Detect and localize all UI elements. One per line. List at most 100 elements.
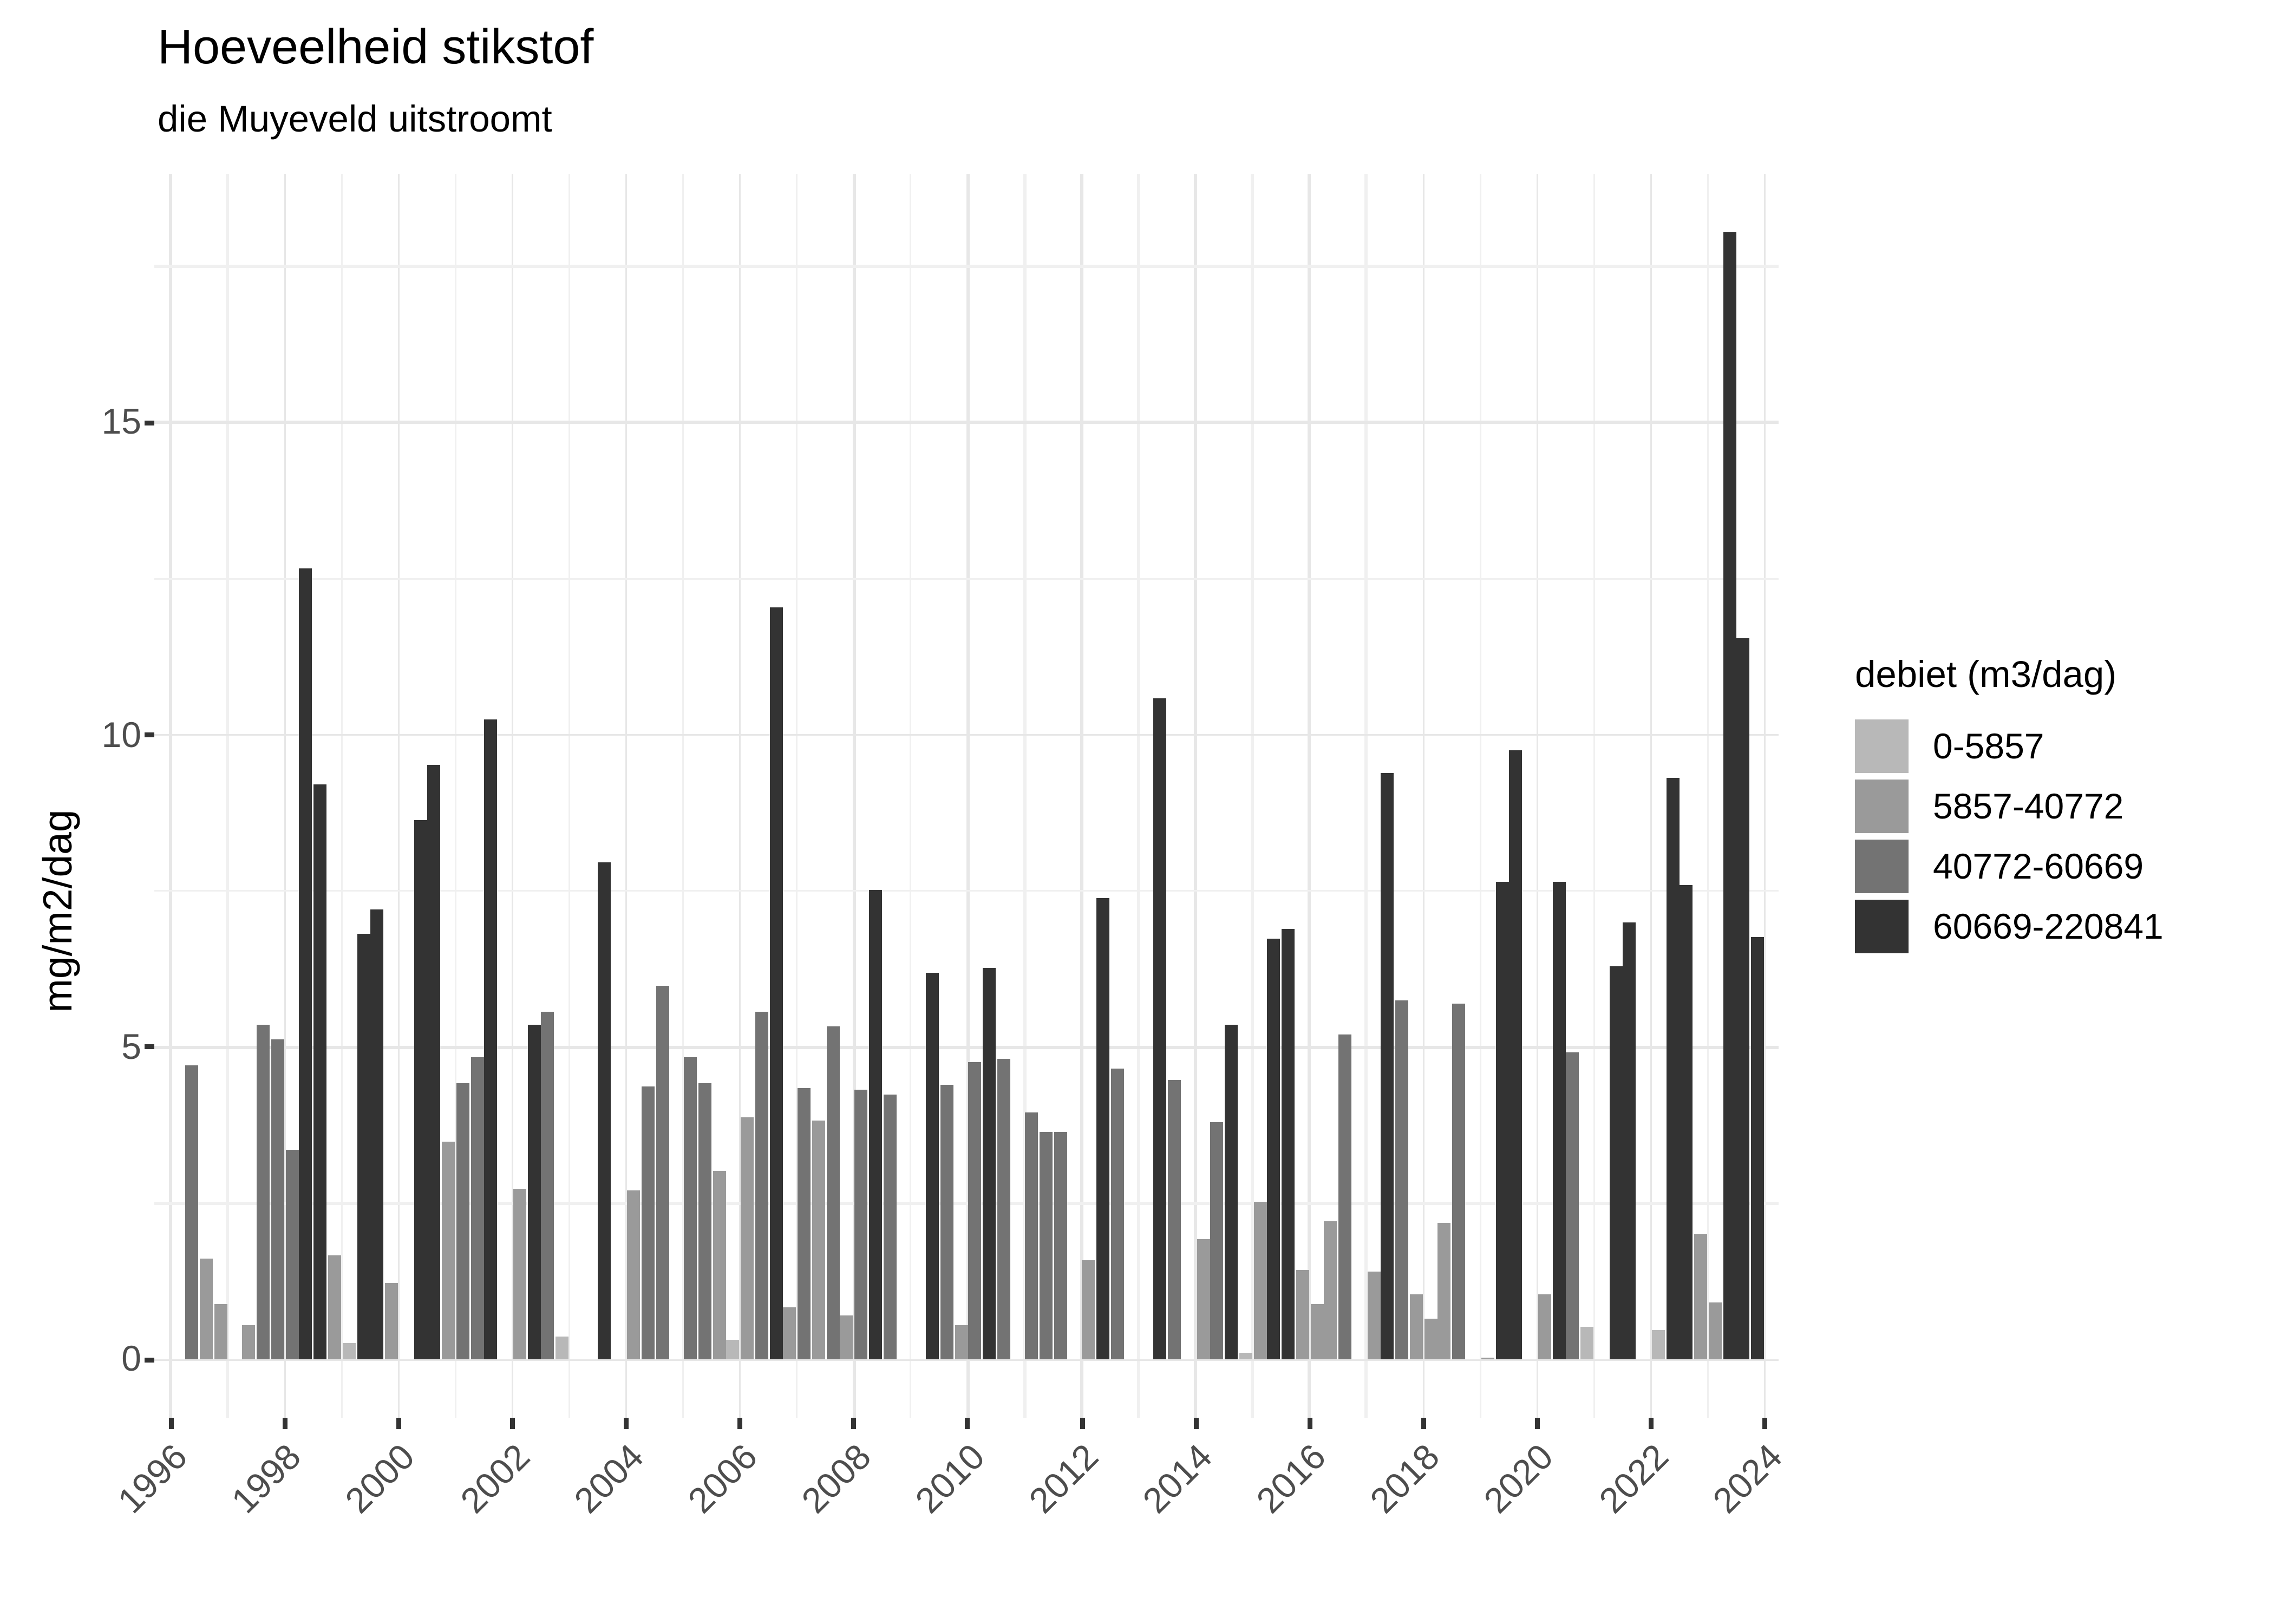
bar-2002-Q3 — [541, 1011, 555, 1360]
bar-1998-Q1 — [285, 1150, 299, 1360]
legend-title: debiet (m3/dag) — [1855, 653, 2117, 695]
bar-2020-Q1 — [1538, 1294, 1551, 1360]
gridline-x-minor — [568, 174, 571, 1418]
bar-2008-Q3 — [883, 1095, 897, 1360]
x-tick-2016 — [1307, 1418, 1312, 1429]
bar-1997-Q2 — [243, 1325, 256, 1360]
bar-2009-Q4 — [954, 1325, 968, 1360]
x-tick-2020 — [1534, 1418, 1540, 1429]
gridline-y-minor — [154, 1202, 1779, 1205]
x-tick-2006 — [737, 1418, 743, 1429]
gridline-x-minor — [910, 174, 912, 1418]
gridline-x-major — [739, 174, 742, 1418]
bar-1997-Q4 — [271, 1038, 284, 1360]
bar-2019-Q2 — [1495, 882, 1508, 1360]
bar-2023-Q3 — [1737, 638, 1750, 1360]
legend-items: 0-5857 5857-40772 40772-60669 60669-220841 — [1855, 719, 2164, 953]
bar-2010-Q2 — [983, 967, 996, 1360]
bar-2000-Q3 — [427, 765, 441, 1360]
bar-2010-Q1 — [968, 1062, 982, 1360]
bar-2007-Q1 — [798, 1088, 811, 1360]
y-tick-0 — [143, 1357, 154, 1363]
legend-label: 40772-60669 — [1933, 845, 2144, 886]
bar-2012-Q1 — [1082, 1260, 1096, 1360]
legend-label: 0-5857 — [1933, 725, 2044, 766]
bar-2007-Q2 — [812, 1120, 825, 1360]
bar-2012-Q2 — [1096, 898, 1110, 1360]
bar-2014-Q3 — [1225, 1025, 1238, 1360]
bar-1996-Q4 — [214, 1305, 227, 1360]
x-tick-label-2006: 2006 — [679, 1436, 764, 1521]
legend-swatch-icon — [1855, 840, 1909, 893]
legend-item: 60669-220841 — [1855, 900, 2164, 953]
bar-1998-Q2 — [299, 568, 313, 1360]
x-tick-label-2012: 2012 — [1021, 1436, 1106, 1521]
y-tick-15 — [143, 420, 154, 425]
x-tick-2008 — [851, 1418, 857, 1429]
bar-2018-Q2 — [1438, 1222, 1452, 1360]
bar-2016-Q3 — [1338, 1034, 1352, 1360]
gridline-x-minor — [1137, 174, 1140, 1418]
gridline-x-minor — [682, 174, 684, 1418]
y-tick-10 — [143, 732, 154, 738]
gridline-x-major — [1650, 174, 1652, 1418]
bar-1996-Q3 — [200, 1259, 213, 1360]
bar-2013-Q3 — [1167, 1079, 1181, 1360]
bar-2002-Q2 — [527, 1025, 540, 1360]
gridline-y-minor — [154, 578, 1779, 580]
bar-1998-Q3 — [313, 783, 327, 1360]
gridline-y-minor — [154, 890, 1779, 893]
bar-1999-Q2 — [356, 933, 370, 1360]
x-tick-label-1996: 1996 — [110, 1436, 195, 1521]
legend-item: 5857-40772 — [1855, 780, 2164, 833]
gridline-x-minor — [454, 174, 457, 1418]
x-tick-2002 — [510, 1418, 515, 1429]
gridline-y-major — [154, 421, 1779, 424]
gridline-x-major — [1194, 174, 1197, 1418]
bar-1999-Q4 — [385, 1282, 398, 1360]
x-tick-label-2000: 2000 — [338, 1436, 423, 1521]
x-tick-label-2008: 2008 — [793, 1436, 879, 1521]
bar-2011-Q2 — [1040, 1132, 1053, 1360]
gridline-x-major — [1535, 174, 1539, 1418]
legend-label: 5857-40772 — [1933, 785, 2124, 826]
x-tick-2004 — [624, 1418, 629, 1429]
bar-2004-Q1 — [627, 1191, 640, 1360]
gridline-x-minor — [1707, 174, 1709, 1418]
gridline-x-major — [1308, 174, 1311, 1418]
y-tick-5 — [143, 1045, 154, 1050]
gridline-y-major — [154, 734, 1779, 737]
bar-2016-Q2 — [1324, 1221, 1338, 1360]
bar-2004-Q3 — [655, 986, 669, 1360]
bar-2015-Q3 — [1282, 928, 1295, 1360]
bar-2007-Q4 — [840, 1315, 854, 1360]
bar-2002-Q4 — [556, 1336, 569, 1360]
x-tick-label-2002: 2002 — [452, 1436, 537, 1521]
legend-swatch-icon — [1855, 780, 1909, 833]
bar-2021-Q2 — [1609, 966, 1622, 1360]
gridline-x-minor — [1251, 174, 1254, 1418]
y-axis-title: mg/m2/dag — [36, 809, 81, 1013]
bar-2014-Q4 — [1239, 1353, 1252, 1360]
bar-2018-Q1 — [1424, 1319, 1437, 1360]
bar-2022-Q1 — [1651, 1330, 1665, 1360]
bar-2000-Q2 — [413, 820, 427, 1360]
gridline-x-minor — [1592, 174, 1596, 1418]
gridline-x-major — [1422, 174, 1425, 1418]
gridline-x-major — [1763, 174, 1767, 1418]
legend-swatch-icon — [1855, 900, 1909, 953]
bar-2008-Q2 — [868, 889, 882, 1360]
y-tick-label-5: 5 — [121, 1026, 141, 1067]
x-tick-2024 — [1762, 1418, 1768, 1429]
gridline-y-major — [154, 1358, 1779, 1361]
gridline-x-major — [169, 174, 172, 1418]
bar-2009-Q2 — [926, 972, 939, 1360]
bar-2005-Q2 — [698, 1083, 711, 1360]
gridline-x-minor — [226, 174, 229, 1418]
x-tick-2012 — [1079, 1418, 1084, 1429]
bar-2017-Q3 — [1395, 1000, 1409, 1360]
bar-2015-Q2 — [1267, 939, 1280, 1360]
bar-2015-Q4 — [1296, 1269, 1309, 1360]
